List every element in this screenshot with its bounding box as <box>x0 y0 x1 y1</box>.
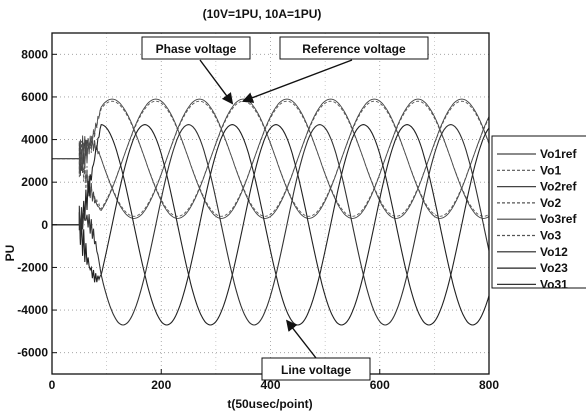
y-tick-label: -2000 <box>17 260 48 274</box>
annotation-line-voltage: Line voltage <box>261 357 371 381</box>
legend-label: Vo1 <box>540 163 561 177</box>
annotation-arrow <box>286 319 317 359</box>
grid <box>51 33 490 374</box>
y-tick-label: 2000 <box>21 175 48 189</box>
y-tick-label: 4000 <box>21 133 48 147</box>
legend-label: Vo2 <box>540 196 561 210</box>
y-tick-label: -6000 <box>17 346 48 360</box>
legend-label: Vo31 <box>540 277 568 291</box>
y-tick-label: 8000 <box>21 47 48 61</box>
x-tick-label: 400 <box>260 378 280 392</box>
series-line-vo31 <box>52 124 490 326</box>
series-line-vo2ref <box>52 98 490 219</box>
series-line-vo2 <box>52 100 490 217</box>
annotation-arrow <box>199 59 234 105</box>
legend-label: Vo1ref <box>540 147 577 161</box>
legend-label: Vo3ref <box>540 212 577 226</box>
annotation-label: Reference voltage <box>302 42 406 56</box>
annotation-phase-voltage: Phase voltage <box>141 36 251 60</box>
x-tick-label: 600 <box>370 378 390 392</box>
chart-title: (10V=1PU, 10A=1PU) <box>203 7 322 21</box>
x-tick-label: 200 <box>151 378 171 392</box>
annotation-box <box>141 36 251 60</box>
legend-box <box>491 135 586 289</box>
y-tick-label: 0 <box>41 218 48 232</box>
x-tick-label: 0 <box>49 378 56 392</box>
series-line-vo12 <box>52 123 490 326</box>
series-line-vo23 <box>52 124 490 326</box>
annotation-reference-voltage: Reference voltage <box>279 36 429 60</box>
annotation-label: Line voltage <box>281 363 351 377</box>
y-axis: -6000 -4000 -2000 0 2000 4000 6000 8000 <box>17 47 57 360</box>
legend-label: Vo2ref <box>540 180 577 194</box>
y-axis-label: PU <box>3 245 17 262</box>
annotation-label: Phase voltage <box>156 42 237 56</box>
series-line-vo1 <box>52 100 490 217</box>
y-tick-label: 6000 <box>21 90 48 104</box>
series-line-vo3 <box>52 100 490 217</box>
series-layer <box>52 98 490 326</box>
annotation-box <box>279 36 429 60</box>
legend-label: Vo3 <box>540 229 561 243</box>
legend-label: Vo23 <box>540 261 568 275</box>
annotation-arrow <box>241 59 353 103</box>
y-tick-label: -4000 <box>17 303 48 317</box>
x-axis-label: t(50usec/point) <box>227 397 312 411</box>
annotation-arrows <box>199 59 353 359</box>
x-tick-label: 800 <box>479 378 499 392</box>
legend: Vo1ref Vo1 Vo2ref Vo2 Vo3ref Vo3 Vo12 Vo23 Vo31 <box>491 135 586 291</box>
legend-label: Vo12 <box>540 245 568 259</box>
plot-frame <box>51 32 490 375</box>
